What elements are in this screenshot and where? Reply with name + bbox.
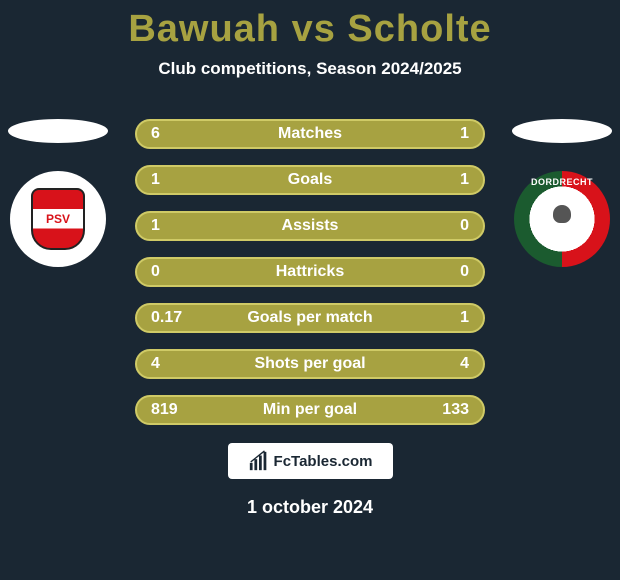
stat-row: 0.17Goals per match1 xyxy=(135,303,485,333)
stat-label: Shots per goal xyxy=(201,355,419,373)
stat-value-left: 1 xyxy=(151,171,201,189)
psv-text: PSV xyxy=(44,212,72,226)
site-badge[interactable]: FcTables.com xyxy=(228,443,393,479)
stat-row: 1Assists0 xyxy=(135,211,485,241)
stat-value-left: 1 xyxy=(151,217,201,235)
stat-label: Min per goal xyxy=(201,401,419,419)
player2-name: Scholte xyxy=(347,8,491,50)
stats-area: PSV DORDRECHT 6Matches11Goals11Assists00… xyxy=(0,119,620,425)
dordrecht-text: DORDRECHT xyxy=(514,177,610,187)
stat-value-right: 133 xyxy=(419,401,469,419)
site-badge-text: FcTables.com xyxy=(274,453,373,470)
psv-shield-icon: PSV xyxy=(31,188,85,250)
club-badge-psv: PSV xyxy=(10,171,106,267)
stat-row: 0Hattricks0 xyxy=(135,257,485,287)
stat-value-left: 0.17 xyxy=(151,309,201,327)
stat-label: Goals xyxy=(201,171,419,189)
stat-rows: 6Matches11Goals11Assists00Hattricks00.17… xyxy=(135,119,485,425)
subtitle: Club competitions, Season 2024/2025 xyxy=(0,59,620,79)
right-player-column: DORDRECHT xyxy=(512,119,612,267)
stat-value-left: 0 xyxy=(151,263,201,281)
stat-value-right: 4 xyxy=(419,355,469,373)
stat-label: Matches xyxy=(201,125,419,143)
stat-value-left: 6 xyxy=(151,125,201,143)
club-badge-dordrecht: DORDRECHT xyxy=(514,171,610,267)
stat-value-left: 4 xyxy=(151,355,201,373)
stat-row: 6Matches1 xyxy=(135,119,485,149)
player1-name: Bawuah xyxy=(128,8,280,50)
stat-label: Assists xyxy=(201,217,419,235)
stat-row: 819Min per goal133 xyxy=(135,395,485,425)
vs-label: vs xyxy=(292,8,336,50)
right-player-silhouette xyxy=(512,119,612,143)
stat-label: Goals per match xyxy=(201,309,419,327)
left-player-column: PSV xyxy=(8,119,108,267)
stat-value-right: 1 xyxy=(419,309,469,327)
stat-row: 1Goals1 xyxy=(135,165,485,195)
sheep-icon xyxy=(536,199,588,241)
chart-icon xyxy=(248,450,270,472)
left-player-silhouette xyxy=(8,119,108,143)
stat-row: 4Shots per goal4 xyxy=(135,349,485,379)
stat-value-right: 0 xyxy=(419,217,469,235)
comparison-title: Bawuah vs Scholte xyxy=(0,0,620,51)
stat-label: Hattricks xyxy=(201,263,419,281)
stat-value-right: 1 xyxy=(419,125,469,143)
date: 1 october 2024 xyxy=(0,497,620,518)
stat-value-right: 0 xyxy=(419,263,469,281)
stat-value-right: 1 xyxy=(419,171,469,189)
stat-value-left: 819 xyxy=(151,401,201,419)
